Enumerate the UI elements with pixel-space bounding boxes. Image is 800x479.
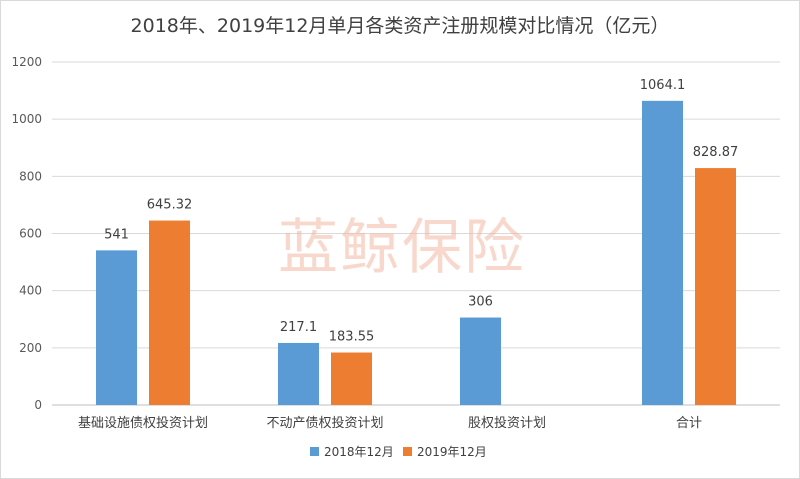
legend-swatch [403, 447, 412, 456]
bar [331, 352, 372, 405]
x-axis-categories: 基础设施债权投资计划 不动产债权投资计划 股权投资计划 合计 [78, 415, 702, 431]
data-label: 541 [104, 227, 129, 242]
chart-title: 2018年、2019年12月单月各类资产注册规模对比情况（亿元） [131, 15, 670, 37]
y-tick-label: 1000 [11, 112, 42, 126]
data-label: 828.87 [693, 145, 739, 160]
legend: 2018年12月 2019年12月 [310, 445, 487, 459]
x-category-label: 合计 [676, 416, 702, 431]
bar [278, 342, 319, 405]
data-label: 306 [468, 295, 493, 310]
y-tick-label: 400 [19, 284, 42, 298]
watermark-text: 蓝鲸保险 [278, 213, 526, 283]
bar [695, 168, 736, 405]
y-tick-label: 800 [19, 169, 42, 183]
y-tick-label: 600 [19, 227, 42, 241]
x-category-label: 股权投资计划 [468, 415, 546, 431]
x-category-label: 不动产债权投资计划 [266, 415, 383, 431]
data-label: 1064.1 [640, 78, 686, 93]
y-tick-label: 1200 [11, 55, 42, 69]
y-tick-label: 200 [19, 341, 42, 355]
bar [96, 250, 137, 405]
bar [149, 220, 190, 405]
bars [96, 100, 736, 405]
legend-label: 2018年12月 [324, 445, 394, 459]
data-label: 645.32 [147, 198, 193, 213]
legend-swatch [310, 447, 319, 456]
data-label: 183.55 [329, 330, 375, 345]
bar [642, 100, 683, 405]
data-labels: 541 645.32 217.1 183.55 306 1064.1 828.87 [104, 78, 738, 345]
data-label: 217.1 [280, 320, 317, 335]
x-category-label: 基础设施债权投资计划 [78, 415, 208, 431]
bar [460, 317, 501, 405]
y-tick-label: 0 [34, 398, 42, 412]
y-axis-ticks: 0 200 400 600 800 1000 1200 [11, 55, 42, 412]
legend-label: 2019年12月 [417, 445, 487, 459]
